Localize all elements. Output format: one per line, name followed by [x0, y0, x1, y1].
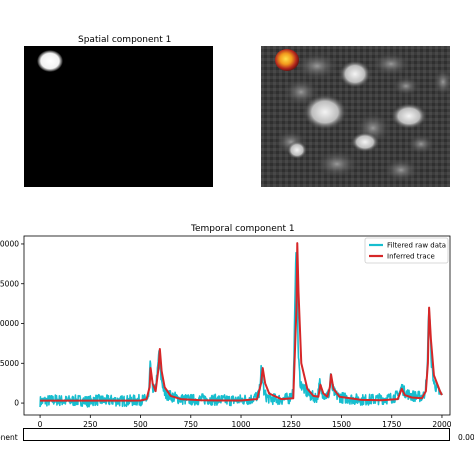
legend: Filtered raw data Inferred trace — [364, 237, 449, 264]
y-tick-label: 15000 — [0, 279, 19, 288]
axes-frame — [23, 235, 451, 416]
y-tick-label: 10000 — [0, 319, 19, 328]
x-tick-label: 1000 — [231, 420, 250, 429]
highlighted-neuron — [275, 49, 299, 71]
y-tick-label: 0 — [14, 399, 19, 408]
x-tick-label: 1750 — [382, 420, 401, 429]
slider-label: onent — [0, 433, 18, 442]
legend-entry: Inferred trace — [387, 253, 435, 261]
x-tick-label: 750 — [184, 420, 199, 429]
x-tick-label: 250 — [83, 420, 98, 429]
y-tick-label: 5000 — [0, 359, 19, 368]
mean-image — [261, 46, 450, 187]
plot-area — [24, 236, 450, 415]
slider-value: 0.00 — [458, 433, 474, 442]
spatial-mask — [37, 50, 63, 72]
mean-image-overlay — [261, 46, 450, 187]
legend-box — [364, 237, 449, 264]
x-tick-label: 1250 — [282, 420, 301, 429]
series-line-filtered-raw-data — [39, 251, 443, 408]
component-slider[interactable] — [23, 428, 450, 441]
series-line-inferred-trace — [40, 242, 443, 402]
neuron-mask-blob — [37, 50, 63, 72]
spatial-component-image — [24, 46, 213, 187]
legend-entry: Filtered raw data — [387, 242, 446, 250]
x-tick-label: 2000 — [432, 420, 451, 429]
x-tick-label: 0 — [38, 420, 43, 429]
spatial-title: Spatial component 1 — [78, 35, 172, 45]
chart-title: Temporal component 1 — [191, 224, 295, 234]
x-tick-label: 500 — [133, 420, 148, 429]
x-tick-label: 1500 — [332, 420, 351, 429]
